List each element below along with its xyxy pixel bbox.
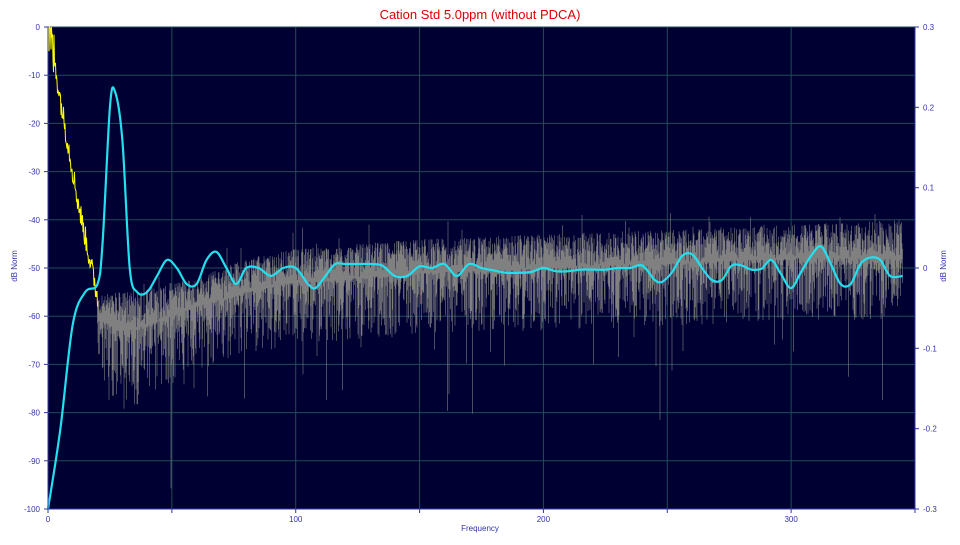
y-tick-label-left: -70 — [28, 360, 40, 369]
y-tick-label-right: 0.2 — [923, 103, 935, 112]
y-tick-label-left: -50 — [28, 264, 40, 273]
x-tick-label: 100 — [289, 515, 303, 524]
y-tick-label-right: 0.1 — [923, 184, 935, 193]
y-tick-label-left: -30 — [28, 168, 40, 177]
yellow-series — [47, 25, 98, 307]
y-axis-label-left: dB Norm — [10, 250, 19, 282]
x-tick-label: 0 — [46, 515, 51, 524]
chart-title: Cation Std 5.0ppm (without PDCA) — [380, 7, 581, 22]
y-tick-label-left: -20 — [28, 119, 40, 128]
noise-series — [97, 213, 903, 489]
y-tick-label-right: 0 — [923, 264, 928, 273]
y-tick-label-left: 0 — [36, 23, 41, 32]
y-tick-label-right: 0.3 — [923, 23, 935, 32]
cyan-series — [46, 86, 903, 510]
y-tick-label-right: -0.3 — [923, 505, 937, 514]
y-tick-label-left: -10 — [28, 71, 40, 80]
y-tick-label-left: -60 — [28, 312, 40, 321]
y-tick-label-right: -0.1 — [923, 344, 937, 353]
x-axis-label: Frequency — [461, 524, 499, 533]
y-tick-label-left: -80 — [28, 409, 40, 418]
x-tick-label: 300 — [784, 515, 798, 524]
y-tick-label-right: -0.2 — [923, 425, 937, 434]
y-axis-label-right: dB Norm — [939, 250, 948, 282]
x-tick-label: 200 — [537, 515, 551, 524]
y-tick-label-left: -100 — [24, 505, 41, 514]
y-tick-label-left: -40 — [28, 216, 40, 225]
y-tick-label-left: -90 — [28, 457, 40, 466]
